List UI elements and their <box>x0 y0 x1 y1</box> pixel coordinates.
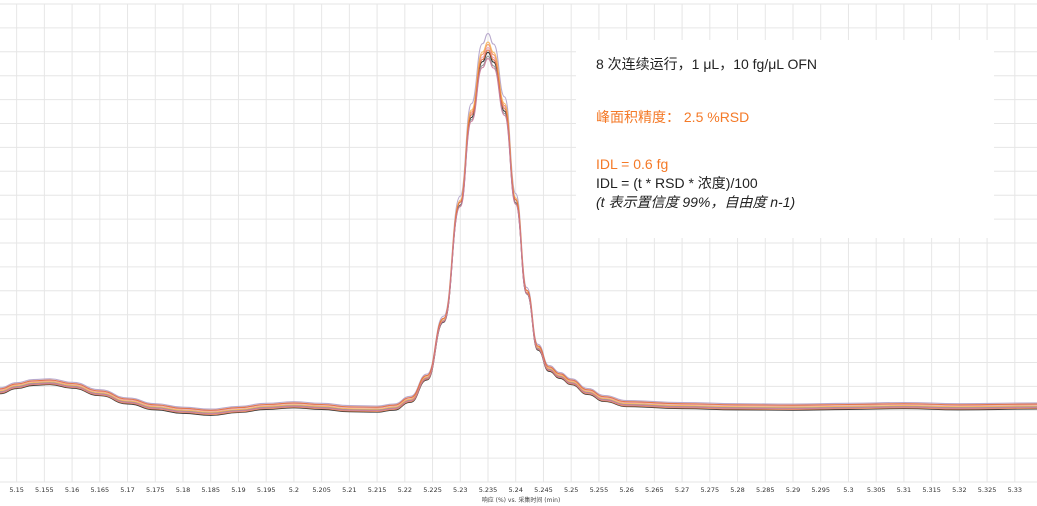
x-tick-label: 5.225 <box>423 486 442 494</box>
x-tick-label: 5.315 <box>922 486 941 494</box>
x-tick-label: 5.29 <box>786 486 800 494</box>
series-line-7 <box>0 49 1037 411</box>
x-tick-label: 5.185 <box>201 486 220 494</box>
x-tick-label: 5.155 <box>35 486 54 494</box>
series-layer <box>0 32 1037 416</box>
x-tick-label: 5.31 <box>897 486 911 494</box>
x-tick-label: 5.26 <box>619 486 633 494</box>
x-axis-label: 响应 (%) vs. 采集时间 (min) <box>482 496 561 504</box>
x-tick-label: 5.175 <box>146 486 165 494</box>
x-tick-label: 5.245 <box>534 486 553 494</box>
x-tick-label: 5.28 <box>730 486 744 494</box>
x-tick-label: 5.2 <box>289 486 299 494</box>
x-tick-label: 5.15 <box>9 486 23 494</box>
x-tick-label: 5.18 <box>176 486 190 494</box>
annotation-formula-note: (t 表示置信度 99%，自由度 n-1) <box>596 194 796 210</box>
annotation-box: 8 次连续运行，1 μL，10 fg/μL OFN 峰面积精度： 2.5 %RS… <box>576 40 994 238</box>
x-tick-label: 5.205 <box>312 486 331 494</box>
x-tick-label: 5.21 <box>342 486 356 494</box>
x-tick-label: 5.235 <box>479 486 498 494</box>
x-tick-label: 5.22 <box>398 486 412 494</box>
x-tick-label: 5.32 <box>952 486 966 494</box>
x-tick-label: 5.33 <box>1008 486 1022 494</box>
x-tick-label: 5.255 <box>590 486 609 494</box>
x-tick-label: 5.165 <box>91 486 110 494</box>
x-tick-label: 5.17 <box>120 486 134 494</box>
x-tick-label: 5.3 <box>843 486 853 494</box>
x-tick-label: 5.275 <box>701 486 720 494</box>
x-tick-label: 5.265 <box>645 486 664 494</box>
x-tick-label: 5.25 <box>564 486 578 494</box>
annotation-precision: 峰面积精度： 2.5 %RSD <box>596 109 750 125</box>
x-tick-label: 5.215 <box>368 486 387 494</box>
x-tick-label: 5.285 <box>756 486 775 494</box>
x-tick-label: 5.19 <box>231 486 245 494</box>
x-tick-label: 5.27 <box>675 486 689 494</box>
x-tick-label: 5.325 <box>978 486 997 494</box>
annotation-idl-formula: IDL = (t * RSD * 浓度)/100 <box>596 175 758 191</box>
x-tick-label: 5.16 <box>65 486 79 494</box>
annotation-idl-value: IDL = 0.6 fg <box>596 156 669 172</box>
x-tick-label: 5.24 <box>508 486 522 494</box>
x-tick-label: 5.23 <box>453 486 467 494</box>
series-line-8 <box>0 58 1037 415</box>
x-tick-label: 5.195 <box>257 486 276 494</box>
annotation-run-info: 8 次连续运行，1 μL，10 fg/μL OFN <box>596 56 818 72</box>
x-tick-label: 5.305 <box>867 486 886 494</box>
x-tick-label: 5.295 <box>811 486 830 494</box>
x-tick-labels: 5.15 5.155 5.16 5.165 5.17 5.175 5.18 5.185 5.19… <box>9 486 1022 494</box>
